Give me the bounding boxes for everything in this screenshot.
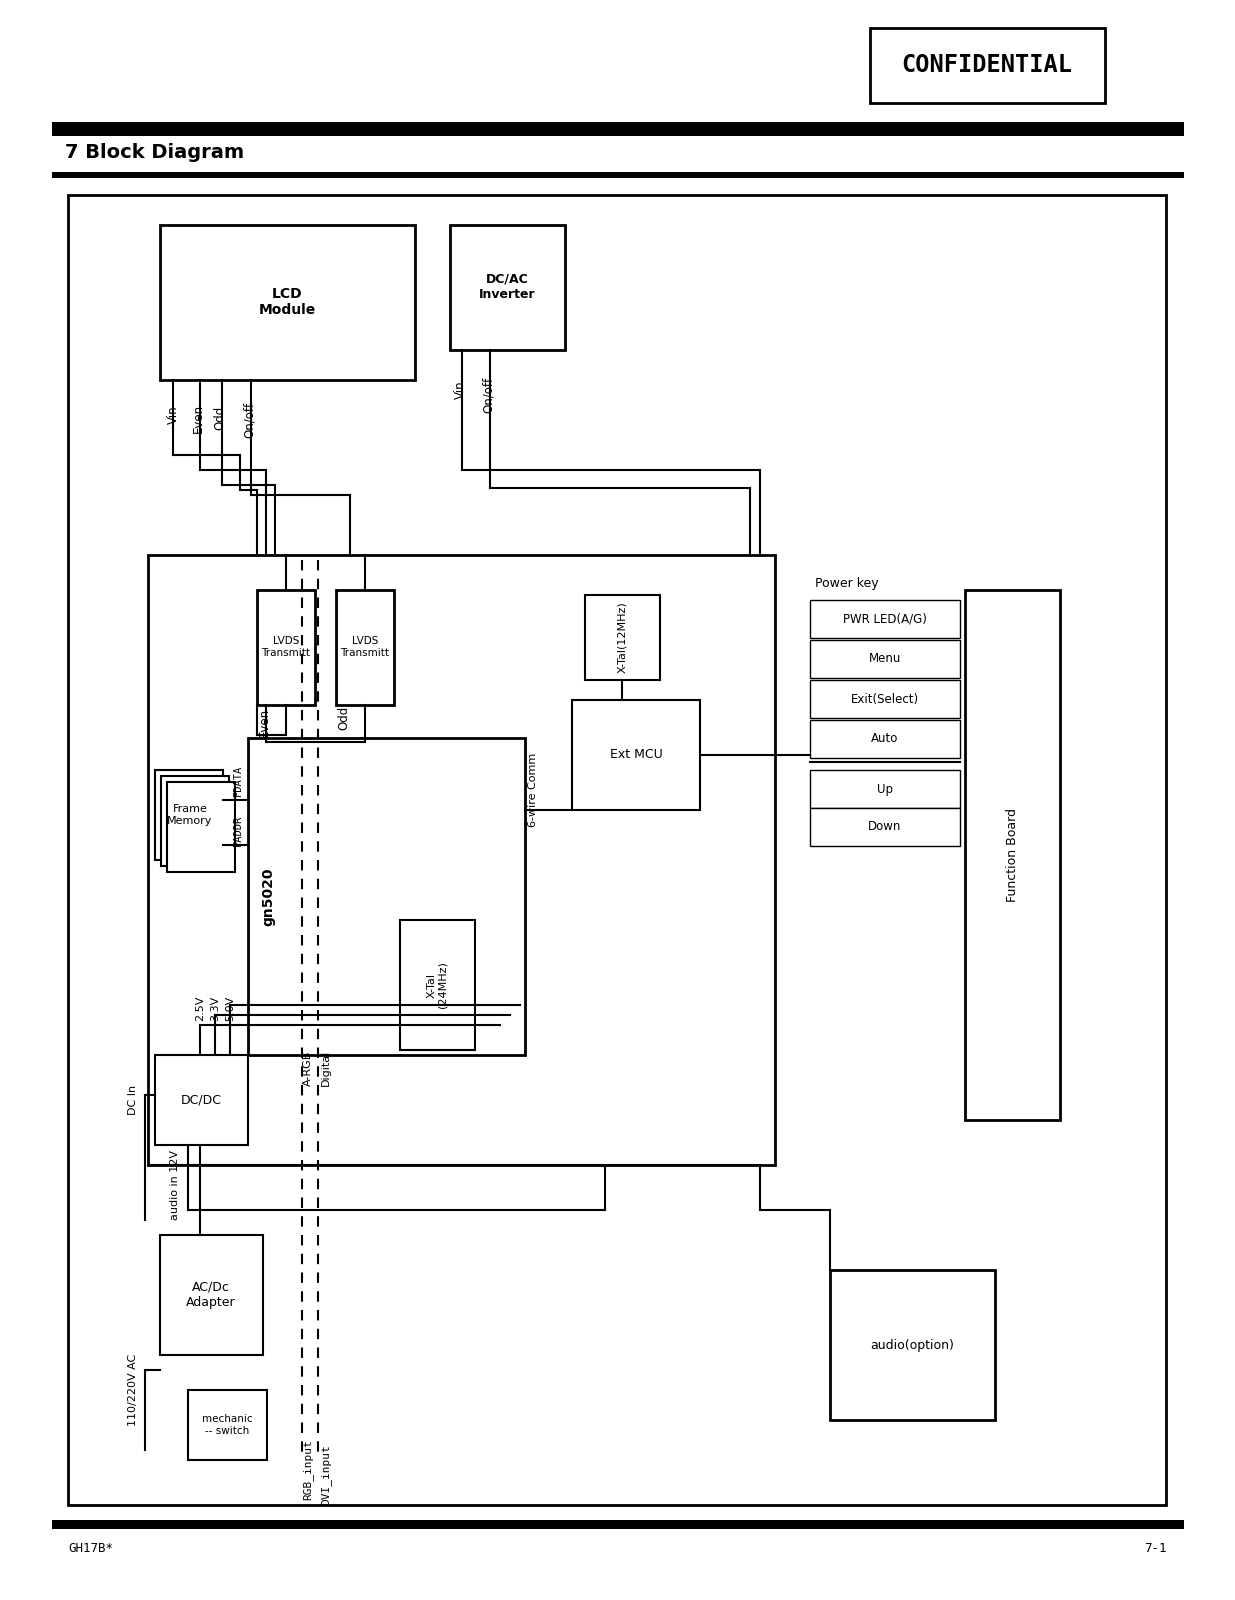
Bar xyxy=(965,590,1060,1120)
Bar xyxy=(810,808,960,846)
Text: X-Tal
(24MHz): X-Tal (24MHz) xyxy=(426,962,448,1008)
Text: AC/Dc
Adapter: AC/Dc Adapter xyxy=(186,1282,236,1309)
Bar xyxy=(810,680,960,718)
Bar xyxy=(52,122,1184,136)
Bar xyxy=(167,782,235,872)
Bar xyxy=(810,770,960,808)
Text: LVDS
Transmitt: LVDS Transmitt xyxy=(341,637,389,658)
Text: A-RGB: A-RGB xyxy=(303,1050,312,1086)
Bar xyxy=(336,590,394,706)
Text: 7 Block Diagram: 7 Block Diagram xyxy=(65,142,245,162)
Text: CONFIDENTIAL: CONFIDENTIAL xyxy=(902,53,1072,77)
Bar xyxy=(52,1520,1184,1530)
Bar xyxy=(257,590,315,706)
Text: Odd: Odd xyxy=(337,706,351,730)
Text: Vin: Vin xyxy=(167,406,179,424)
Text: Frame
Memory: Frame Memory xyxy=(167,805,212,826)
Text: FDATA: FDATA xyxy=(233,765,243,795)
Text: 6-wire Comm: 6-wire Comm xyxy=(529,754,538,827)
Text: audio(option): audio(option) xyxy=(871,1339,953,1352)
Text: Up: Up xyxy=(877,782,893,795)
Text: 7-1: 7-1 xyxy=(1145,1541,1167,1555)
Bar xyxy=(52,171,1184,178)
Bar xyxy=(810,600,960,638)
Text: 5.0V: 5.0V xyxy=(225,995,235,1021)
Text: DC/AC
Inverter: DC/AC Inverter xyxy=(479,274,535,301)
Bar xyxy=(161,226,415,379)
Text: Down: Down xyxy=(868,821,902,834)
Text: mechanic
-- switch: mechanic -- switch xyxy=(201,1414,252,1435)
Bar xyxy=(156,1054,248,1146)
Text: gn5020: gn5020 xyxy=(261,867,275,926)
Text: Ext MCU: Ext MCU xyxy=(610,749,662,762)
Text: Exit(Select): Exit(Select) xyxy=(851,693,919,706)
Bar xyxy=(156,770,224,861)
Text: LVDS
Transmitt: LVDS Transmitt xyxy=(262,637,310,658)
Text: Odd: Odd xyxy=(214,406,226,430)
Text: PWR LED(A/G): PWR LED(A/G) xyxy=(844,613,927,626)
Text: Power key: Power key xyxy=(815,576,878,589)
Bar xyxy=(450,226,564,350)
Bar xyxy=(188,1390,267,1459)
Bar xyxy=(869,27,1105,102)
Bar xyxy=(810,720,960,758)
Text: Even: Even xyxy=(258,707,270,736)
Text: FADDR: FADDR xyxy=(233,814,243,846)
Bar xyxy=(161,1235,263,1355)
Text: 2.5V: 2.5V xyxy=(195,995,205,1021)
Bar xyxy=(161,776,228,866)
Text: DVI_input: DVI_input xyxy=(321,1445,331,1506)
Text: On/off: On/off xyxy=(242,402,256,438)
Bar xyxy=(810,640,960,678)
Bar xyxy=(400,920,475,1050)
Bar xyxy=(572,701,700,810)
Bar xyxy=(830,1270,995,1421)
Text: Digital: Digital xyxy=(321,1050,331,1086)
Text: 3.3V: 3.3V xyxy=(210,995,220,1021)
Text: Auto: Auto xyxy=(872,733,899,746)
Text: LCD
Module: LCD Module xyxy=(258,286,316,317)
Bar xyxy=(148,555,776,1165)
Text: On/off: On/off xyxy=(482,378,494,413)
Text: Even: Even xyxy=(191,403,205,432)
Text: Function Board: Function Board xyxy=(1005,808,1019,902)
Text: RGB_input: RGB_input xyxy=(303,1440,314,1501)
Text: DC/DC: DC/DC xyxy=(180,1093,221,1107)
Text: 110/220V AC: 110/220V AC xyxy=(128,1354,138,1426)
Text: GH17B*: GH17B* xyxy=(68,1541,112,1555)
Text: audio in 12V: audio in 12V xyxy=(170,1150,180,1219)
Text: Vin: Vin xyxy=(453,381,467,400)
Text: Menu: Menu xyxy=(868,653,902,666)
Bar xyxy=(248,738,525,1054)
Bar xyxy=(68,195,1166,1506)
Bar xyxy=(585,595,659,680)
Text: DC In: DC In xyxy=(128,1085,138,1115)
Text: X-Tal(12MHz): X-Tal(12MHz) xyxy=(618,602,627,674)
